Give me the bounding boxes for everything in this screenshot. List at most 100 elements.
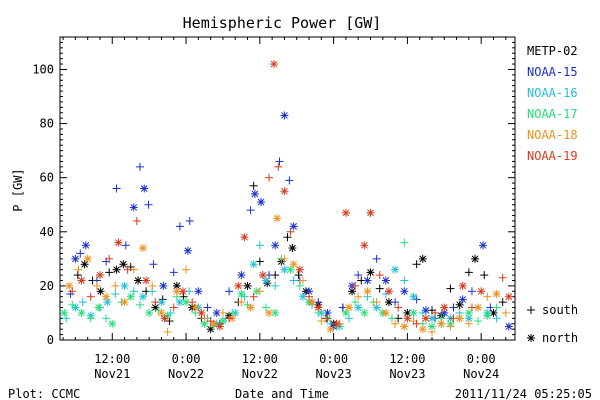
y-tick-label: 0: [47, 333, 54, 347]
data-point-north: [504, 292, 513, 301]
data-point-north: [344, 303, 353, 312]
data-point-north: [360, 308, 369, 317]
data-point-north: [391, 265, 400, 274]
marker-stroke: [459, 296, 467, 303]
marker-stroke: [327, 325, 334, 333]
data-point-south: [351, 298, 360, 307]
data-point-north: [60, 308, 69, 317]
data-point-north: [289, 222, 298, 231]
data-point-north: [314, 303, 323, 312]
marker-stroke: [474, 304, 482, 311]
marker-stroke: [145, 309, 153, 317]
data-point-north: [366, 268, 375, 277]
marker-stroke: [259, 271, 267, 279]
marker-stroke: [373, 304, 381, 311]
data-point-south: [123, 265, 132, 274]
x-axis-label: Date and Time: [235, 387, 329, 400]
marker-stroke: [385, 287, 393, 295]
data-point-north: [295, 265, 304, 274]
marker-stroke: [210, 320, 218, 328]
data-point-north: [246, 303, 255, 312]
data-point-north: [83, 254, 92, 263]
marker-stroke: [238, 271, 245, 279]
marker-stroke: [404, 315, 411, 322]
data-point-south: [86, 314, 95, 323]
data-point-north: [139, 244, 148, 253]
data-point-south: [375, 284, 384, 293]
marker-stroke: [471, 255, 479, 263]
data-point-south: [498, 273, 507, 282]
data-point-north: [142, 276, 151, 285]
marker-stroke: [479, 241, 487, 249]
data-point-south: [151, 298, 160, 307]
data-point-south: [218, 308, 227, 317]
marker-stroke: [299, 293, 307, 301]
marker-stroke: [364, 277, 371, 284]
data-point-north: [273, 214, 282, 223]
marker-stroke: [161, 315, 168, 322]
data-point-north: [289, 260, 298, 269]
legend-north-label: north: [542, 331, 578, 345]
data-point-south: [76, 249, 85, 258]
data-point-north: [440, 303, 449, 312]
data-point-north: [237, 290, 246, 299]
marker-stroke: [456, 315, 464, 322]
marker-stroke: [493, 290, 500, 298]
data-point-south: [394, 303, 403, 312]
data-point-north: [126, 292, 135, 301]
marker-stroke: [367, 269, 374, 276]
marker-stroke: [428, 315, 436, 322]
data-point-north: [471, 254, 480, 263]
legend-entry-noaa-15: NOAA-15: [527, 65, 578, 79]
data-point-south: [74, 265, 83, 274]
marker-stroke: [134, 277, 142, 284]
data-point-south: [274, 162, 283, 171]
data-point-north: [120, 281, 129, 290]
data-point-south: [294, 271, 303, 280]
marker-stroke: [182, 298, 190, 306]
data-point-north: [257, 198, 266, 207]
data-point-north: [191, 303, 200, 312]
data-point-south: [144, 200, 153, 209]
data-point-south: [111, 290, 120, 299]
legend-entry-noaa-17: NOAA-17: [527, 107, 578, 121]
legend-marker-plus: [527, 306, 535, 314]
marker-stroke: [60, 309, 68, 317]
x-tick-day-label: Nov23: [316, 367, 352, 381]
marker-stroke: [151, 304, 159, 311]
marker-stroke: [219, 317, 227, 325]
data-point-south: [121, 241, 130, 250]
data-point-south: [283, 233, 292, 242]
x-tick-time-label: 12:00: [94, 352, 130, 366]
marker-stroke: [65, 282, 73, 290]
marker-stroke: [96, 271, 104, 279]
data-point-south: [78, 298, 87, 307]
data-point-north: [308, 298, 317, 307]
data-point-south: [62, 314, 71, 323]
data-point-south: [163, 327, 172, 336]
marker-stroke: [130, 204, 138, 211]
marker-stroke: [72, 304, 79, 311]
data-point-south: [105, 254, 114, 263]
marker-stroke: [194, 287, 202, 295]
marker-stroke: [102, 293, 110, 301]
data-point-north: [114, 238, 123, 247]
marker-stroke: [305, 287, 313, 295]
data-point-south: [431, 308, 440, 317]
marker-stroke: [440, 309, 448, 317]
data-point-south: [498, 298, 507, 307]
data-point-south: [102, 314, 111, 323]
data-point-south: [467, 303, 476, 312]
data-point-north: [332, 319, 341, 328]
y-tick-label: 40: [40, 225, 54, 239]
marker-stroke: [342, 309, 350, 317]
marker-stroke: [465, 309, 473, 317]
marker-stroke: [115, 239, 122, 246]
y-tick-label: 60: [40, 171, 54, 185]
data-point-north: [384, 287, 393, 296]
data-point-south: [295, 281, 304, 290]
data-point-north: [178, 287, 187, 296]
data-point-north: [479, 241, 488, 250]
data-point-south: [391, 319, 400, 328]
marker-stroke: [207, 325, 214, 333]
